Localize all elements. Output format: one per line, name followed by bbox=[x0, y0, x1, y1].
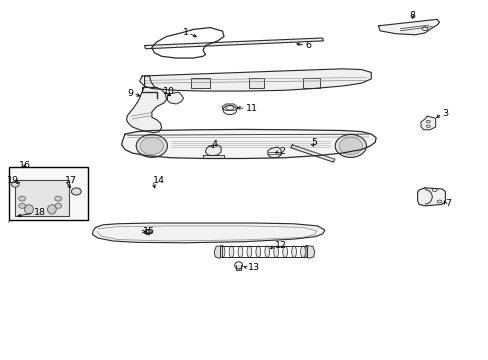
Bar bbox=[249, 78, 264, 88]
Text: 12: 12 bbox=[274, 241, 286, 250]
Ellipse shape bbox=[229, 246, 233, 257]
Circle shape bbox=[334, 134, 366, 157]
Text: 8: 8 bbox=[409, 10, 415, 19]
Bar bbox=[190, 78, 210, 88]
Ellipse shape bbox=[246, 246, 251, 257]
Polygon shape bbox=[122, 130, 375, 158]
Ellipse shape bbox=[255, 246, 260, 257]
Circle shape bbox=[55, 203, 61, 208]
Text: 1: 1 bbox=[182, 28, 188, 37]
Ellipse shape bbox=[300, 246, 305, 257]
Text: 19: 19 bbox=[7, 176, 19, 185]
Ellipse shape bbox=[282, 246, 287, 257]
Polygon shape bbox=[305, 246, 314, 258]
Bar bbox=[9, 167, 88, 220]
Polygon shape bbox=[214, 246, 222, 258]
Text: 17: 17 bbox=[65, 176, 77, 185]
Ellipse shape bbox=[273, 246, 278, 257]
Circle shape bbox=[55, 196, 61, 201]
Polygon shape bbox=[144, 38, 323, 49]
Circle shape bbox=[338, 137, 362, 154]
Text: 9: 9 bbox=[127, 89, 133, 98]
Polygon shape bbox=[222, 104, 237, 111]
Text: 5: 5 bbox=[311, 138, 317, 147]
Circle shape bbox=[19, 196, 25, 201]
Circle shape bbox=[71, 188, 81, 195]
Text: 2: 2 bbox=[279, 147, 285, 156]
Circle shape bbox=[136, 134, 167, 157]
Circle shape bbox=[140, 137, 163, 154]
Text: 4: 4 bbox=[211, 140, 217, 149]
Text: 14: 14 bbox=[153, 176, 164, 185]
Circle shape bbox=[11, 181, 19, 187]
Polygon shape bbox=[203, 155, 224, 158]
Polygon shape bbox=[140, 69, 370, 91]
Text: 16: 16 bbox=[19, 161, 31, 170]
Text: 13: 13 bbox=[247, 264, 260, 273]
Polygon shape bbox=[267, 147, 281, 157]
Polygon shape bbox=[417, 188, 445, 206]
Polygon shape bbox=[167, 92, 183, 104]
Ellipse shape bbox=[47, 205, 56, 214]
Text: 18: 18 bbox=[34, 208, 46, 217]
Polygon shape bbox=[205, 145, 221, 156]
Bar bbox=[15, 180, 69, 216]
Polygon shape bbox=[126, 76, 166, 133]
Polygon shape bbox=[290, 145, 334, 162]
Text: 11: 11 bbox=[245, 104, 257, 113]
Ellipse shape bbox=[264, 246, 269, 257]
Ellipse shape bbox=[24, 205, 33, 214]
Text: 10: 10 bbox=[162, 86, 174, 95]
Polygon shape bbox=[420, 116, 435, 130]
Text: 15: 15 bbox=[143, 227, 155, 236]
Ellipse shape bbox=[238, 246, 243, 257]
Text: 7: 7 bbox=[445, 199, 450, 208]
Text: 3: 3 bbox=[441, 109, 447, 118]
Polygon shape bbox=[92, 223, 325, 243]
Bar bbox=[303, 78, 320, 88]
Polygon shape bbox=[236, 265, 241, 270]
Ellipse shape bbox=[220, 246, 224, 257]
Polygon shape bbox=[378, 19, 439, 35]
Ellipse shape bbox=[291, 246, 296, 257]
Text: 6: 6 bbox=[305, 41, 311, 50]
Circle shape bbox=[19, 203, 25, 208]
